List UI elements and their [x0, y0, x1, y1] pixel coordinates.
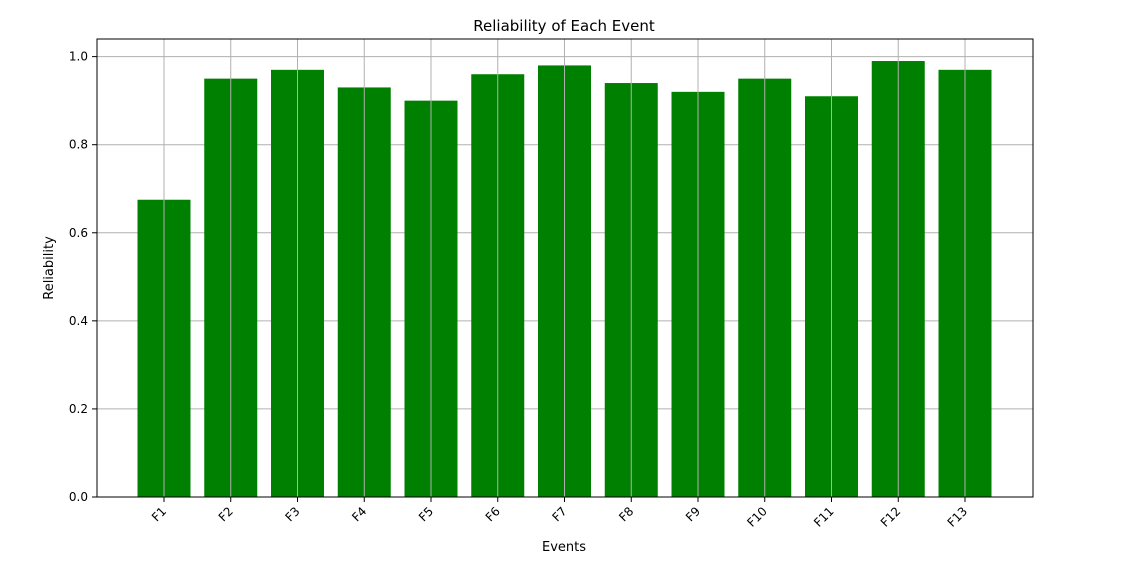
x-tick-label: F12	[878, 504, 904, 530]
x-tick-label: F6	[483, 504, 503, 524]
x-tick-label: F7	[549, 504, 569, 524]
x-axis-ticks: F1 F2 F3 F4 F5 F6 F7 F8 F9 F10 F11 F12 F13	[149, 497, 970, 530]
x-tick-label: F4	[349, 504, 369, 524]
y-tick-label: 0.2	[69, 402, 88, 416]
x-tick-label: F1	[149, 504, 169, 524]
x-tick-label: F9	[683, 504, 703, 524]
x-axis-title: Events	[542, 540, 586, 555]
y-axis-ticks: 0.0 0.2 0.4 0.6 0.8 1.0	[69, 50, 97, 504]
y-axis-title: Reliability	[42, 236, 57, 300]
x-tick-label: F8	[616, 504, 636, 524]
x-tick-label: F5	[416, 504, 436, 524]
y-tick-label: 0.0	[69, 490, 88, 504]
y-tick-label: 0.4	[69, 314, 88, 328]
chart-title: Reliability of Each Event	[473, 17, 655, 35]
x-tick-label: F2	[216, 504, 236, 524]
x-tick-label: F3	[282, 504, 302, 524]
x-tick-label: F10	[744, 504, 770, 530]
y-tick-label: 0.6	[69, 226, 88, 240]
x-grid-lines	[163, 39, 966, 497]
y-tick-label: 1.0	[69, 50, 88, 64]
x-tick-label: F11	[811, 504, 837, 530]
y-tick-label: 0.8	[69, 138, 88, 152]
x-tick-label: F13	[945, 504, 971, 530]
